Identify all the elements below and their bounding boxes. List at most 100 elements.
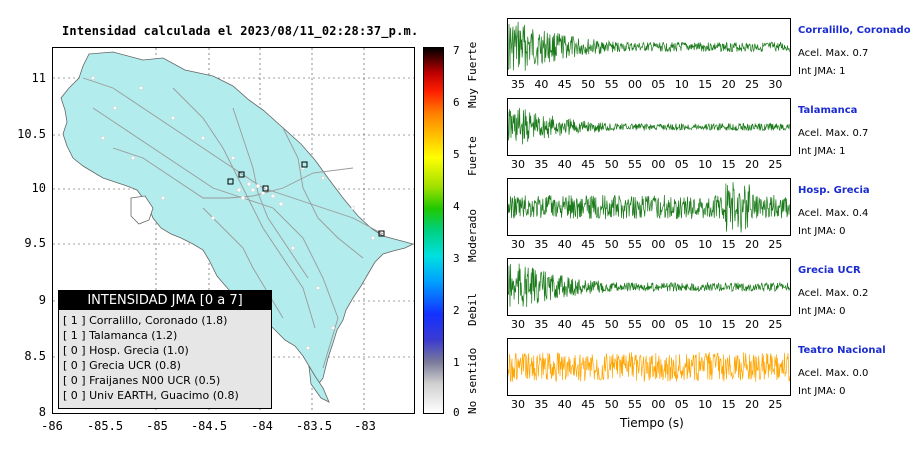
x-tick-label: -84	[251, 419, 273, 433]
seismogram-panel	[507, 18, 791, 76]
waveform-trace	[507, 263, 791, 308]
time-tick-label: 55	[628, 398, 642, 411]
colorbar-label: Moderado	[466, 209, 479, 262]
time-tick-label: 35	[534, 158, 549, 171]
x-tick-label: -83.5	[295, 419, 333, 433]
time-tick-label: 50	[604, 318, 619, 331]
y-tick-label: 9	[38, 293, 46, 307]
time-tick-label: 45	[581, 318, 596, 331]
time-tick-label: 05	[674, 318, 689, 331]
time-tick-label: 55	[628, 318, 642, 331]
time-tick-label: 30	[511, 398, 525, 411]
time-tick-label: 50	[604, 398, 619, 411]
x-tick-label: -86	[41, 419, 63, 433]
time-tick-label: 20	[745, 398, 759, 411]
seismogram-panel	[507, 338, 791, 396]
time-tick-label: 10	[674, 78, 689, 91]
time-tick-label: 00	[651, 238, 666, 251]
colorbar-label: Debil	[466, 292, 479, 326]
time-tick-label: 40	[557, 398, 572, 411]
y-tick-label: 11	[31, 71, 46, 85]
time-tick-label: 45	[557, 78, 572, 91]
costa-rica-map	[53, 48, 414, 413]
station-jma-intensity: Int JMA: 1	[798, 146, 846, 157]
time-tick-label: 15	[721, 318, 736, 331]
legend-row: [ 0 ] Hosp. Grecia (1.0)	[63, 344, 189, 357]
time-tick-label: 40	[557, 318, 572, 331]
time-tick-label: 05	[674, 158, 689, 171]
time-tick-label: 25	[745, 78, 759, 91]
time-tick-label: 05	[651, 78, 666, 91]
station-name: Hosp. Grecia	[798, 185, 870, 196]
time-tick-label: 15	[698, 78, 713, 91]
time-tick-label: 40	[557, 158, 572, 171]
intensity-legend: INTENSIDAD JMA [0 a 7] [ 1 ] Corralillo,…	[58, 290, 272, 409]
colorbar-tick: 0	[453, 406, 460, 419]
time-tick-label: 30	[768, 78, 783, 91]
time-tick-label: 45	[581, 398, 596, 411]
colorbar-tick: 4	[453, 200, 460, 213]
y-tick-label: 8	[38, 405, 46, 419]
station-max-accel: Acel. Max. 0.2	[798, 288, 869, 299]
legend-row: [ 0 ] Univ EARTH, Guacimo (0.8)	[63, 389, 239, 402]
time-tick-label: 30	[511, 318, 525, 331]
legend-row: [ 0 ] Grecia UCR (0.8)	[63, 359, 181, 372]
station-max-accel: Acel. Max. 0.0	[798, 368, 869, 379]
seismogram-panel	[507, 98, 791, 156]
colorbar-label: Muy Fuerte	[466, 41, 479, 108]
waveform-trace	[507, 352, 791, 383]
time-tick-label: 20	[745, 238, 759, 251]
time-axis-label: Tiempo (s)	[620, 416, 684, 430]
time-tick-label: 35	[534, 398, 549, 411]
x-tick-label: -84.5	[190, 419, 228, 433]
y-tick-label: 9.5	[24, 236, 46, 250]
station-name: Teatro Nacional	[798, 345, 886, 356]
time-tick-label: 25	[768, 158, 783, 171]
legend-row: [ 1 ] Talamanca (1.2)	[63, 329, 178, 342]
map-title: Intensidad calculada el 2023/08/11_02:28…	[62, 24, 419, 38]
station-max-accel: Acel. Max. 0.7	[798, 48, 869, 59]
x-tick-label: -83	[354, 419, 376, 433]
time-tick-label: 10	[698, 238, 713, 251]
seismogram-panel	[507, 178, 791, 236]
time-tick-label: 40	[534, 78, 549, 91]
seismogram-panel	[507, 258, 791, 316]
time-tick-label: 55	[604, 78, 619, 91]
time-tick-label: 35	[534, 318, 549, 331]
time-tick-label: 15	[721, 158, 736, 171]
y-tick-label: 8.5	[24, 349, 46, 363]
station-jma-intensity: Int JMA: 1	[798, 66, 846, 77]
time-tick-label: 50	[604, 238, 619, 251]
time-tick-label: 30	[511, 238, 525, 251]
time-tick-label: 30	[511, 158, 525, 171]
time-tick-label: 45	[581, 158, 596, 171]
waveform-trace	[507, 21, 791, 71]
legend-row: [ 0 ] Fraijanes N00 UCR (0.5)	[63, 374, 221, 387]
time-tick-label: 40	[557, 238, 572, 251]
colorbar-tick: 3	[453, 252, 460, 265]
colorbar-tick: 1	[453, 356, 460, 369]
time-tick-label: 25	[768, 238, 783, 251]
time-tick-label: 20	[721, 78, 736, 91]
time-tick-label: 25	[768, 318, 783, 331]
time-tick-label: 00	[628, 78, 642, 91]
x-tick-label: -85	[146, 419, 168, 433]
y-tick-label: 10	[31, 181, 46, 195]
time-tick-label: 25	[768, 398, 783, 411]
waveform-trace	[507, 107, 791, 145]
station-max-accel: Acel. Max. 0.7	[798, 128, 869, 139]
waveform-trace	[507, 182, 791, 233]
colorbar-tick: 7	[453, 44, 460, 57]
time-tick-label: 00	[651, 158, 666, 171]
legend-header: INTENSIDAD JMA [0 a 7]	[59, 291, 271, 310]
station-jma-intensity: Int JMA: 0	[798, 306, 846, 317]
time-tick-label: 00	[651, 318, 666, 331]
colorbar-label: No sentido	[466, 347, 479, 414]
time-tick-label: 50	[581, 78, 596, 91]
x-tick-label: -85.5	[86, 419, 124, 433]
waveform	[507, 21, 791, 71]
station-name: Grecia UCR	[798, 265, 861, 276]
waveform	[507, 352, 791, 383]
waveform	[507, 107, 791, 145]
time-tick-label: 45	[581, 238, 596, 251]
